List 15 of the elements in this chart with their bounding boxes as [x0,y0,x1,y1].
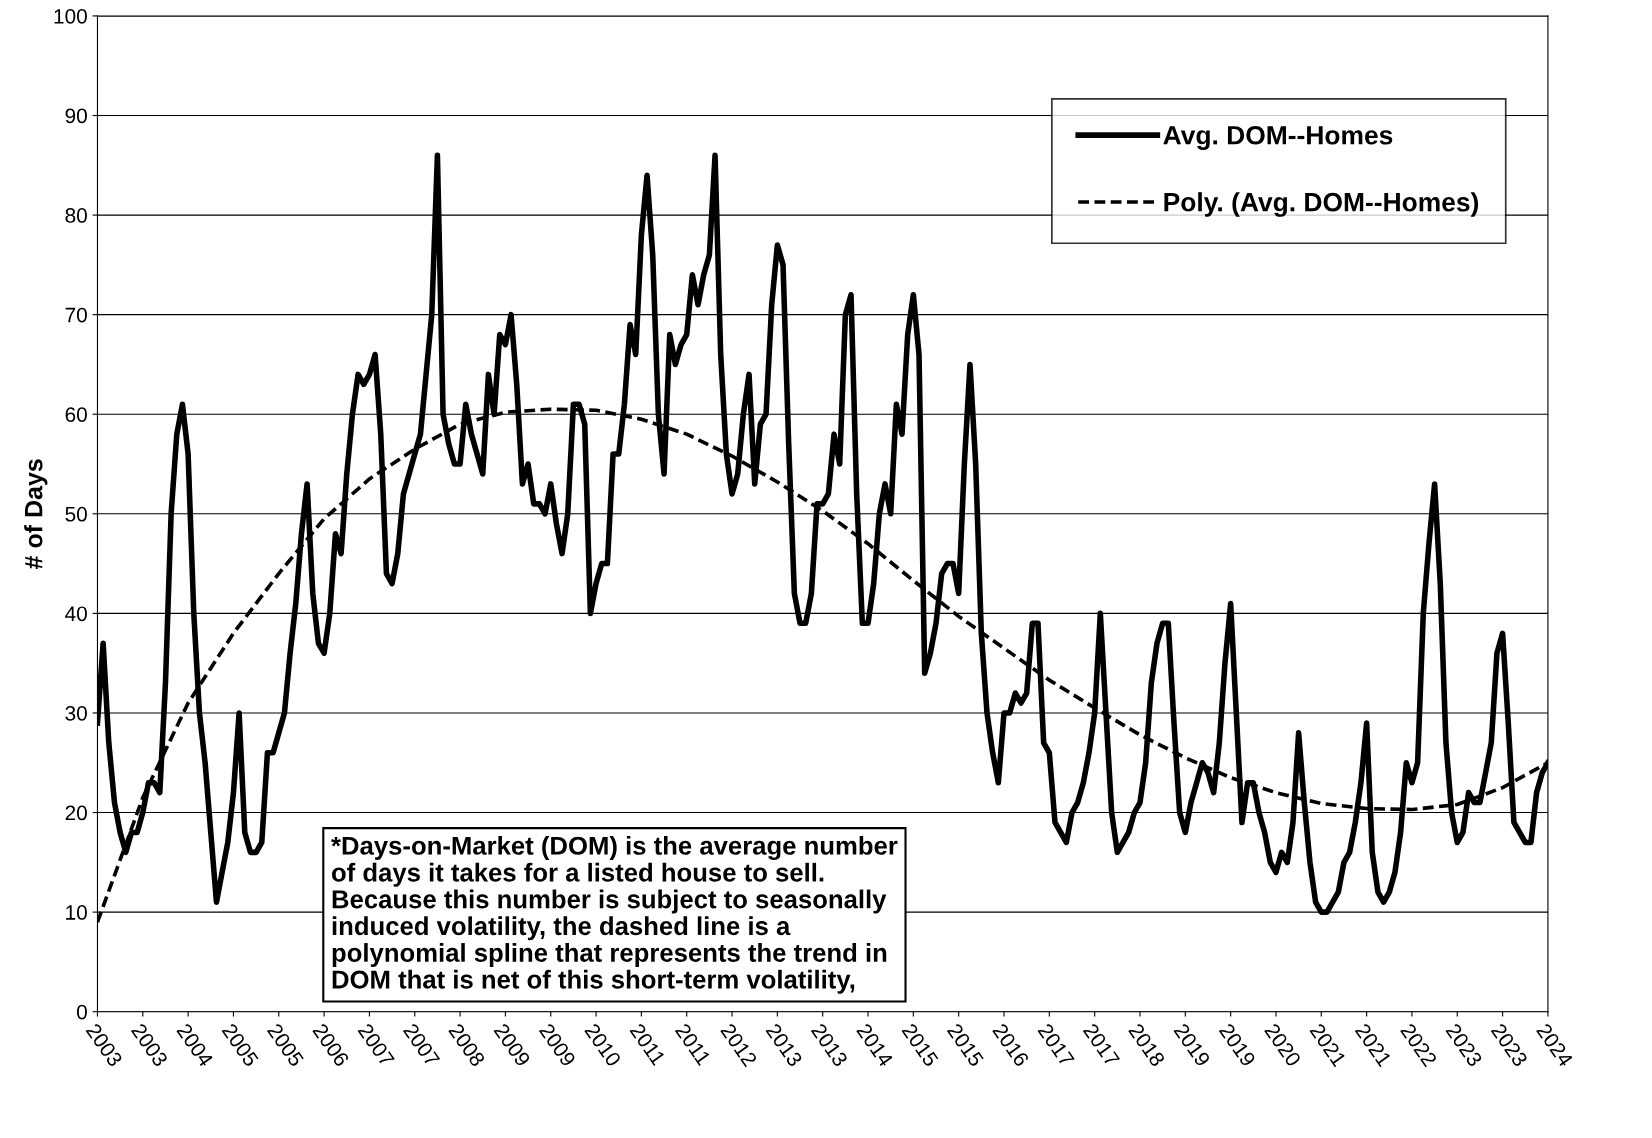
y-tick-label: 20 [65,805,87,821]
y-tick-label: 40 [65,606,87,622]
annotation: *Days-on-Market (DOM) is the average number of days it takes for a listed house to sell. Because this number is subject to seasonally induced volatility, the dashed line is a polynomial spline that represents the trend in DOM that is net of this short-term volatility, [331,835,898,994]
legend-label: Poly. (Avg. DOM--Homes) [1164,192,1479,217]
y-tick-label: 10 [66,905,87,920]
y-tick-label: 60 [65,407,87,422]
y-axis-title: # of Days [24,459,48,569]
y-tick-label: 80 [65,208,87,223]
y-tick-label: 50 [65,506,87,522]
y-tick-label: 100 [54,8,87,24]
y-tick-label: 30 [65,705,87,721]
y-tick-label: 90 [65,108,87,124]
y-tick-label: 70 [65,307,87,323]
y-tick-label: 0 [76,1004,87,1020]
legend-label: Avg. DOM--Homes [1163,125,1393,150]
